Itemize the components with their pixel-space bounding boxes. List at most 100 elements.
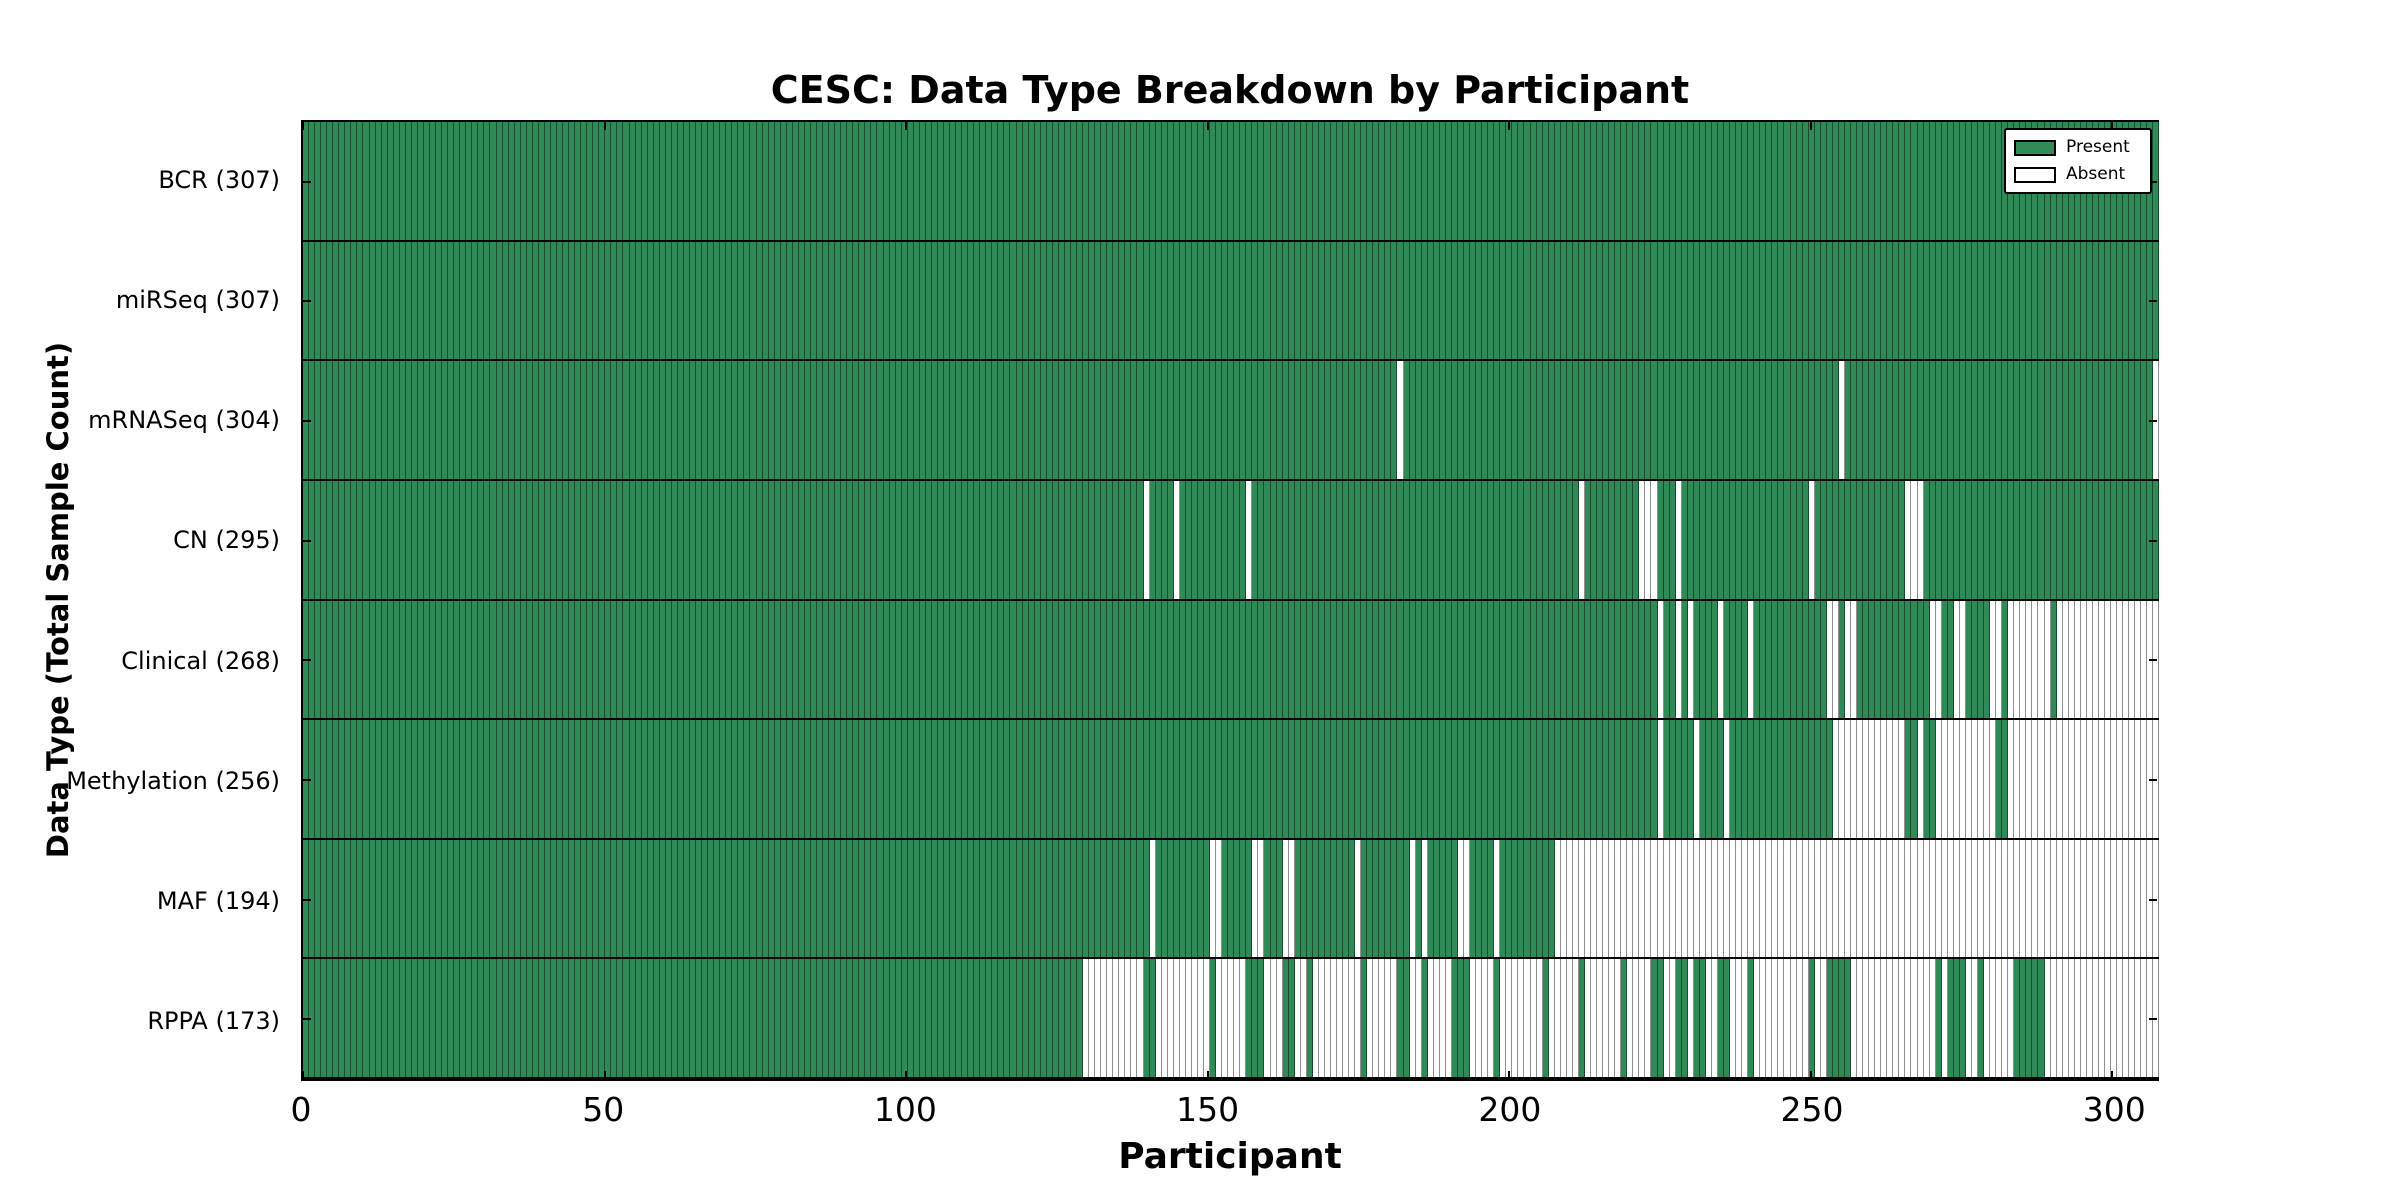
participant-cell bbox=[1397, 241, 1404, 360]
participant-cell bbox=[2117, 600, 2124, 719]
participant-cell bbox=[1131, 600, 1138, 719]
participant-cell bbox=[714, 480, 721, 599]
participant-cell bbox=[768, 720, 775, 838]
participant-cell bbox=[2135, 959, 2142, 1077]
participant-cell bbox=[823, 839, 830, 958]
participant-cell bbox=[865, 361, 872, 479]
participant-cell bbox=[720, 122, 727, 240]
participant-cell bbox=[1397, 122, 1404, 240]
participant-cell bbox=[1107, 361, 1114, 479]
participant-cell bbox=[1887, 480, 1894, 599]
participant-cell bbox=[1216, 720, 1223, 838]
participant-cell bbox=[732, 241, 739, 360]
participant-cell bbox=[1651, 480, 1658, 599]
participant-cell bbox=[508, 959, 515, 1077]
participant-cell bbox=[774, 122, 781, 240]
participant-cell bbox=[1095, 959, 1102, 1077]
participant-cell bbox=[1705, 600, 1712, 719]
participant-cell bbox=[1784, 959, 1791, 1077]
participant-cell bbox=[1990, 361, 1997, 479]
participant-cell bbox=[1464, 361, 1471, 479]
participant-cell bbox=[1990, 720, 1997, 838]
participant-cell bbox=[1457, 839, 1464, 958]
participant-cell bbox=[575, 241, 582, 360]
participant-cell bbox=[1947, 361, 1954, 479]
participant-cell bbox=[1355, 839, 1362, 958]
participant-cell bbox=[1004, 480, 1011, 599]
participant-cell bbox=[804, 361, 811, 479]
participant-cell bbox=[1548, 720, 1555, 838]
participant-cell bbox=[714, 361, 721, 479]
participant-cell bbox=[599, 480, 606, 599]
x-tick-label-300: 300 bbox=[2082, 1090, 2146, 1129]
participant-cell bbox=[1228, 959, 1235, 1077]
participant-cell bbox=[1663, 720, 1670, 838]
participant-cell bbox=[1306, 122, 1313, 240]
participant-cell bbox=[532, 241, 539, 360]
y-axis-tick bbox=[2149, 420, 2157, 423]
participant-cell bbox=[556, 839, 564, 958]
participant-cell bbox=[1724, 839, 1731, 958]
participant-cell bbox=[1851, 839, 1858, 958]
participant-cell bbox=[2086, 480, 2093, 599]
participant-cell bbox=[1101, 480, 1108, 599]
participant-cell bbox=[1590, 959, 1598, 1077]
participant-cell bbox=[1270, 480, 1277, 599]
participant-cell bbox=[1536, 122, 1543, 240]
participant-cell bbox=[1639, 600, 1646, 719]
participant-cell bbox=[1464, 241, 1471, 360]
participant-cell bbox=[1887, 122, 1894, 240]
participant-cell bbox=[1185, 720, 1192, 838]
participant-cell bbox=[1609, 480, 1616, 599]
participant-cell bbox=[2038, 959, 2045, 1077]
participant-cell bbox=[1173, 839, 1180, 958]
participant-cell bbox=[1893, 600, 1900, 719]
participant-cell bbox=[2123, 480, 2130, 599]
participant-cell bbox=[1748, 839, 1755, 958]
participant-cell bbox=[2104, 959, 2112, 1077]
participant-cell bbox=[756, 480, 763, 599]
participant-cell bbox=[1590, 361, 1598, 479]
participant-cell bbox=[381, 600, 388, 719]
participant-cell bbox=[974, 361, 981, 479]
participant-cell bbox=[1210, 480, 1217, 599]
participant-cell bbox=[1143, 600, 1150, 719]
participant-cell bbox=[1222, 241, 1229, 360]
participant-cell bbox=[1808, 480, 1815, 599]
participant-cell bbox=[1820, 839, 1827, 958]
participant-cell bbox=[2050, 361, 2057, 479]
participant-cell bbox=[823, 600, 830, 719]
participant-cell bbox=[998, 480, 1005, 599]
participant-cell bbox=[1016, 600, 1023, 719]
participant-cell bbox=[1034, 241, 1041, 360]
row-maf bbox=[303, 839, 2160, 960]
participant-cell bbox=[442, 361, 449, 479]
participant-cell bbox=[575, 122, 582, 240]
participant-cell bbox=[1838, 480, 1845, 599]
participant-cell bbox=[1717, 480, 1725, 599]
participant-cell bbox=[484, 600, 491, 719]
participant-cell bbox=[611, 361, 618, 479]
participant-cell bbox=[1929, 600, 1936, 719]
participant-cell bbox=[1464, 959, 1471, 1077]
participant-cell bbox=[1784, 361, 1791, 479]
participant-cell bbox=[1131, 720, 1138, 838]
participant-cell bbox=[556, 720, 564, 838]
participant-cell bbox=[2068, 839, 2075, 958]
participant-cell bbox=[792, 600, 799, 719]
participant-cell bbox=[1536, 959, 1543, 1077]
participant-cell bbox=[1119, 600, 1126, 719]
participant-cell bbox=[1615, 959, 1622, 1077]
y-axis-tick bbox=[2149, 539, 2157, 542]
participant-cell bbox=[315, 720, 322, 838]
participant-cell bbox=[1191, 361, 1198, 479]
participant-cell bbox=[1379, 839, 1386, 958]
participant-cell bbox=[677, 720, 684, 838]
participant-cell bbox=[1179, 720, 1186, 838]
participant-cell bbox=[1119, 959, 1126, 1077]
participant-cell bbox=[569, 839, 576, 958]
participant-cell bbox=[1869, 839, 1876, 958]
participant-cell bbox=[2092, 600, 2099, 719]
participant-cell bbox=[907, 361, 914, 479]
participant-cell bbox=[835, 839, 842, 958]
